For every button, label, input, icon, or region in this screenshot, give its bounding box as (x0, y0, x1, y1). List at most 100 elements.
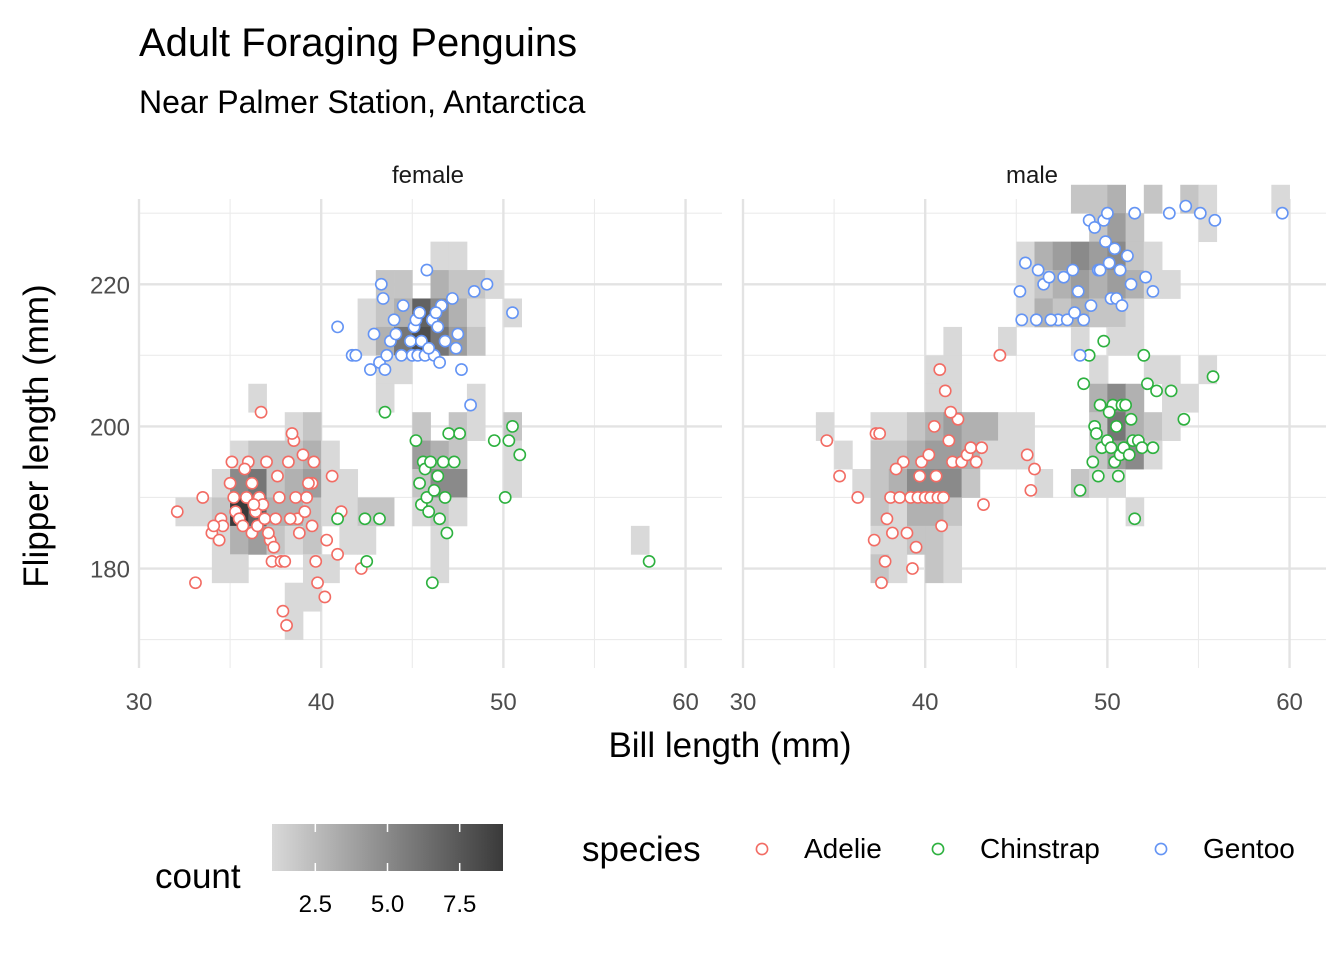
point-chinstrap (440, 526, 454, 540)
x-tick-label: 30 (730, 689, 757, 716)
bin-cell (175, 497, 195, 527)
bin-cell (230, 525, 249, 555)
panel-female-points (170, 263, 656, 632)
count-break-label: 5.0 (371, 891, 404, 918)
point-adelie (935, 519, 948, 533)
point-chinstrap (1111, 469, 1125, 483)
point-chinstrap (447, 455, 461, 469)
bin-cell (339, 525, 359, 555)
point-adelie (281, 455, 295, 469)
point-adelie (331, 547, 344, 561)
point-adelie (311, 576, 324, 590)
point-adelie (880, 512, 894, 526)
point-adelie (320, 533, 334, 547)
bin-cell (1125, 298, 1145, 328)
point-chinstrap (427, 483, 441, 497)
point-chinstrap (498, 491, 512, 504)
bin-cell (1125, 241, 1145, 271)
point-adelie (851, 491, 865, 504)
point-chinstrap (1177, 412, 1191, 426)
point-adelie (937, 491, 950, 504)
point-adelie (1028, 462, 1041, 476)
point-gentoo (349, 348, 363, 362)
point-gentoo (1128, 206, 1142, 220)
bin-cell (870, 469, 890, 498)
point-gentoo (1088, 221, 1102, 234)
bin-cell (357, 298, 377, 328)
species-legend-items: Adelie Chinstrap Gentoo (755, 833, 1295, 864)
y-tick-label: 180 (90, 557, 130, 584)
y-tick-label: 200 (90, 414, 130, 441)
point-chinstrap (424, 455, 437, 469)
bin-cell (284, 582, 304, 612)
point-adelie (927, 419, 941, 433)
point-gentoo (394, 348, 408, 362)
point-gentoo (1139, 270, 1153, 284)
bin-cell (448, 298, 468, 328)
bin-cell (339, 497, 359, 527)
bin-cell (1070, 184, 1090, 214)
point-adelie (305, 519, 319, 533)
point-adelie (307, 455, 321, 469)
point-chinstrap (331, 512, 344, 526)
point-gentoo (467, 284, 481, 298)
point-chinstrap (433, 512, 447, 526)
point-chinstrap (1119, 398, 1132, 412)
point-adelie (254, 405, 268, 419)
point-adelie (977, 498, 990, 511)
point-chinstrap (1124, 412, 1138, 426)
point-chinstrap (425, 576, 439, 590)
point-adelie (975, 441, 989, 455)
point-gentoo (387, 313, 401, 327)
bin-cell (906, 412, 926, 442)
bin-cell (1271, 184, 1290, 214)
point-gentoo (1113, 263, 1127, 277)
point-adelie (283, 512, 297, 526)
bin-cell (1089, 355, 1108, 385)
point-gentoo (455, 363, 468, 376)
point-gentoo (1044, 313, 1058, 327)
facet-label-male: male (1006, 162, 1058, 189)
point-chinstrap (1150, 384, 1163, 398)
point-adelie (207, 519, 221, 533)
point-gentoo (506, 306, 519, 320)
point-adelie (878, 555, 892, 568)
bin-cell (248, 383, 267, 413)
point-adelie (885, 526, 899, 540)
point-adelie (258, 512, 272, 526)
point-chinstrap (413, 476, 426, 490)
legend-key-chinstrap (931, 842, 945, 856)
bin-cell (870, 440, 890, 470)
point-adelie (212, 533, 226, 547)
bin-cell (230, 554, 249, 584)
point-chinstrap (506, 419, 519, 433)
chart-subtitle: Near Palmer Station, Antarctica (139, 84, 586, 120)
bin-cell (1162, 355, 1181, 385)
point-adelie (271, 469, 284, 483)
bin-cell (302, 412, 322, 442)
point-adelie (170, 505, 184, 519)
point-chinstrap (378, 405, 392, 419)
point-adelie (964, 441, 978, 455)
bin-cell (284, 611, 304, 640)
point-adelie (189, 576, 202, 590)
panel-male: 30 40 50 60 (730, 184, 1326, 716)
point-adelie (289, 491, 303, 504)
bin-cell (1143, 412, 1163, 442)
bin-cell (412, 412, 431, 442)
point-gentoo (404, 334, 417, 348)
point-adelie (260, 455, 273, 469)
point-gentoo (1146, 284, 1160, 298)
bin-cell (1089, 270, 1108, 299)
point-gentoo (1071, 284, 1085, 298)
x-tick-label: 30 (126, 689, 153, 716)
bin-cell (998, 412, 1017, 442)
legend-label-adelie: Adelie (804, 833, 882, 864)
point-adelie (272, 491, 286, 504)
point-adelie (300, 491, 314, 504)
panel-male-points (820, 199, 1289, 590)
point-adelie (922, 448, 936, 462)
bin-cell (485, 270, 504, 299)
point-gentoo (363, 363, 377, 376)
bin-cell (906, 497, 926, 527)
